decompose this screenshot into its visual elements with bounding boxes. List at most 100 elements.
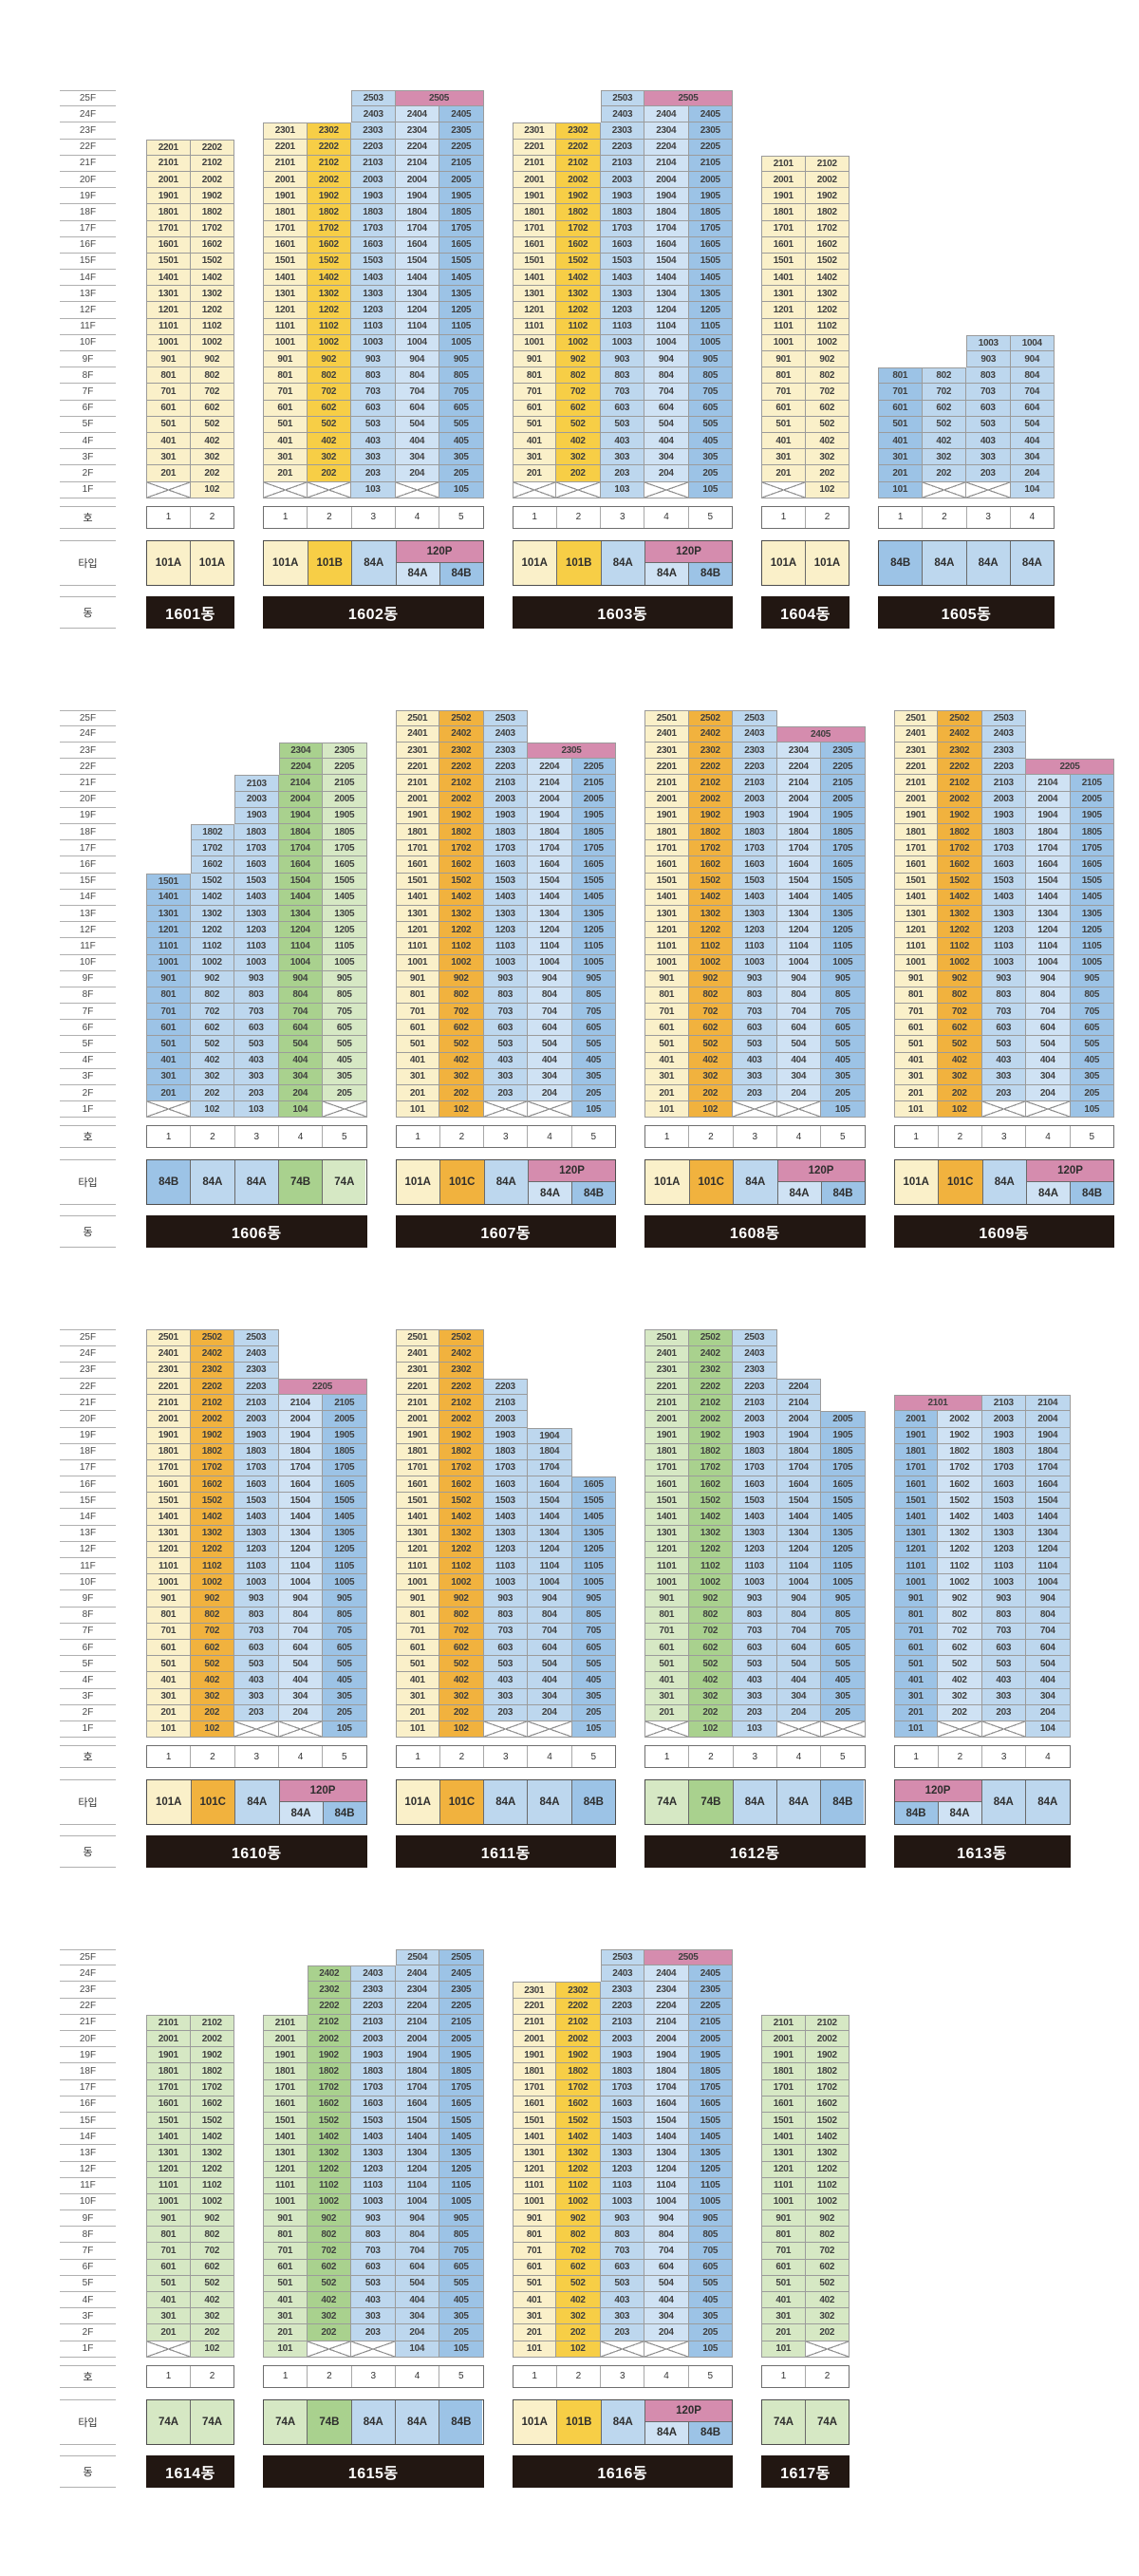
unit-cell: 603 [733,1020,777,1037]
unit-cell: 1204 [644,2161,689,2178]
unit-cell: 1102 [805,2177,850,2194]
empty-cell [279,1329,324,1345]
floor-row [878,221,1055,237]
unit-cell: 1805 [1070,824,1114,841]
unit-cell: 604 [278,1639,323,1657]
floor-row: 1401 1402 1403 1404 1405 [263,2129,484,2146]
empty-cell [821,1346,866,1363]
unit-cell: 2403 [351,1965,396,1983]
unit-cell: 1305 [821,905,866,923]
unit-cell: 2501 [644,709,689,726]
empty-cell [923,188,967,204]
unit-cell: 1105 [821,1558,866,1575]
unit-cell: 1002 [556,2193,601,2211]
unit-cell: 301 [512,449,556,466]
unit-cell: 804 [1010,367,1055,385]
floor-row: 901 902 903 904 905 [146,1590,367,1608]
unit-cell: 2004 [528,791,572,808]
floor-row: 701 702 [761,2243,850,2260]
unit-grid: 2101 2102 2001 2002 1901 1902 1801 1802 1701 1702… [761,1949,850,2358]
unit-cell: 1901 [512,188,556,205]
unit-cell: 204 [278,1704,323,1721]
unit-cell: 803 [966,367,1011,385]
unit-cell: 102 [688,1101,733,1119]
floor-row: 1901 1902 [146,188,234,205]
unit-cell: 1701 [512,2079,556,2097]
floor-row: 401 402 [761,2292,850,2309]
floor-row: 1901 1902 1903 1904 1905 [263,2047,484,2064]
unit-cell: 501 [146,1036,191,1053]
floor-row: 901 902 [761,351,850,368]
unit-cell: 603 [351,400,396,417]
unit-cell: 1704 [1026,1459,1071,1477]
unit-cell: 1802 [938,824,982,841]
unit-cell: 2005 [688,2031,733,2048]
unit-cell: 2405 [688,1965,733,1983]
unit-cell: 604 [278,1020,323,1037]
unit-cell: 1203 [733,922,777,939]
floor-row: 601 602 603 604 605 [395,1639,616,1657]
unit-cell: 1804 [776,824,821,841]
floor-row: 901 902 903 904 905 [893,970,1114,987]
floor-row: 2001 2002 [146,2031,234,2048]
unit-cell: 504 [776,1036,821,1053]
axis-spacer [60,498,116,506]
unit-cell: 202 [190,2324,234,2341]
unit-cell: 105 [571,1720,616,1739]
unit-cell: 2001 [893,791,938,808]
unit-cell: 1401 [395,1509,439,1526]
floor-row: 1901 1902 [146,2047,234,2064]
floor-row: 1601 1602 1603 1604 1605 [893,856,1114,874]
unit-cell: 501 [878,416,923,433]
floor-axis-label: 16F [60,856,116,874]
unit-cell: 201 [644,1704,689,1721]
unit-cell: 1305 [571,905,616,923]
unit-cell: 902 [556,2210,601,2228]
type-cell-120p: 120P 84B 84A [894,1780,982,1825]
unit-cell: 901 [395,1590,439,1608]
unit-cell: 1105 [439,318,484,335]
unit-cell: 1201 [893,1541,938,1558]
unit-cell: 2303 [483,743,528,760]
unit-cell: 1502 [688,873,733,890]
unit-cell: 1403 [234,1509,279,1526]
unit-cell: 205 [439,465,484,482]
unit-cell: 404 [1010,432,1055,450]
unit-cell: 1801 [395,1443,439,1460]
unit-cell: 1804 [528,824,572,841]
empty-cell [556,106,601,122]
unit-cell: 2005 [439,171,484,189]
unit-cell: 1102 [938,1558,982,1575]
unit-cell: 2201 [395,759,439,776]
unit-cell: 303 [981,1688,1026,1705]
unit-cell: 1204 [776,922,821,939]
unit-cell: 805 [688,2227,733,2244]
unit-cell: 1601 [263,2096,308,2113]
crossed-unit-cell [556,481,601,498]
floor-row: 401 402 403 404 405 [644,1672,866,1689]
empty-cell [894,1379,939,1395]
unit-cell: 2004 [776,791,821,808]
unit-cell: 302 [688,1688,733,1705]
unit-cell: 1502 [556,253,601,271]
unit-cell: 305 [1070,1068,1114,1085]
unit-cell: 1805 [821,824,866,841]
unit-cell: 702 [938,1623,982,1640]
unit-cell: 701 [146,1623,191,1640]
floor-axis-label: 19F [60,2047,116,2064]
empty-cell [966,270,1011,286]
floor-row: 901 902 903 904 905 [512,351,733,368]
building: 2101 2102 2001 2002 1901 1902 1801 1802 1701 1702… [146,1949,234,2488]
crossed-unit-cell [395,481,439,498]
floor-row: 1301 1302 1303 1304 1305 [146,905,367,923]
unit-cell: 804 [395,2227,439,2244]
unit-cell: 1802 [556,2063,601,2080]
unit-cell: 2104 [528,775,572,792]
unit-cell: 405 [571,1672,616,1689]
unit-cell: 2104 [278,1395,323,1412]
unit-cell: 202 [307,2324,351,2341]
unit-cell: 503 [733,1656,777,1673]
unit-cell: 1405 [821,1509,866,1526]
empty-cell [966,254,1011,270]
